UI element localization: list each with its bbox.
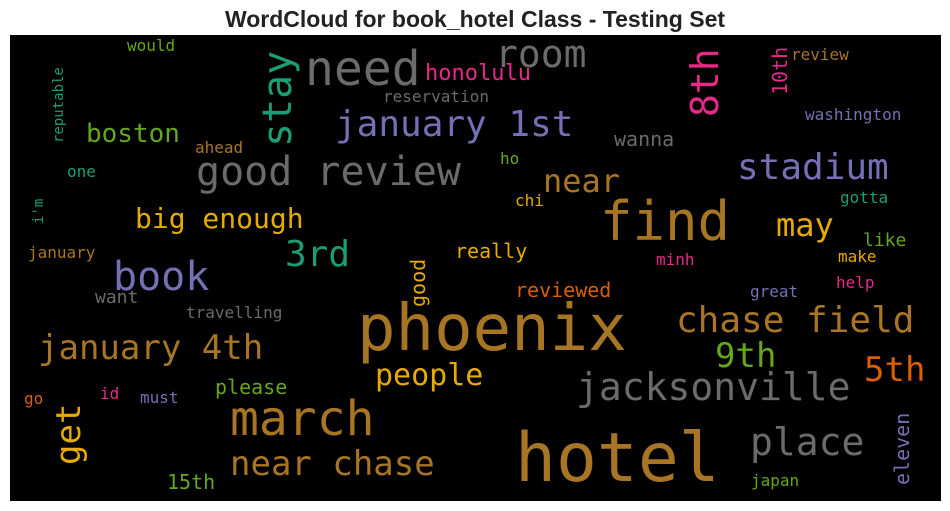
word-washington: washington (805, 105, 902, 124)
word-15th: 15th (167, 470, 216, 494)
word-ho: ho (500, 149, 520, 168)
word-near: near (543, 162, 621, 200)
word-minh: minh (656, 250, 695, 269)
word-march: march (230, 391, 375, 447)
word-8th: 8th (683, 48, 727, 117)
word-9th: 9th (715, 336, 777, 376)
word-travelling: travelling (186, 303, 283, 322)
word-really: really (455, 239, 528, 263)
word-honolulu: honolulu (425, 61, 531, 86)
word-stay: stay (255, 50, 301, 147)
word-go: go (24, 389, 44, 408)
word-reviewed: reviewed (515, 278, 612, 302)
word-good-review: good review (196, 149, 461, 195)
word-people: people (375, 358, 484, 393)
word-eleven: eleven (890, 412, 914, 485)
word-need: need (305, 41, 421, 97)
word-great: great (750, 282, 799, 301)
word-find: find (600, 190, 731, 253)
word-phoenix: phoenix (357, 292, 627, 366)
word-5th: 5th (864, 350, 926, 390)
word-would: would (127, 36, 176, 55)
word-get: get (49, 403, 89, 465)
chart-title: WordCloud for book_hotel Class - Testing… (224, 6, 726, 32)
word-hotel: hotel (515, 419, 720, 498)
word-may: may (776, 206, 834, 244)
word-room: room (495, 35, 587, 76)
word-wanna: wanna (614, 127, 675, 151)
word-like: like (863, 230, 907, 251)
word-january-4th: january 4th (38, 328, 264, 368)
word-jacksonville: jacksonville (576, 365, 851, 409)
word-review: review (791, 45, 849, 64)
word-january-1st: january 1st (335, 104, 574, 145)
word-place: place (750, 420, 865, 464)
word-reservation: reservation (383, 87, 489, 106)
word-good: good (406, 258, 430, 307)
word-want: want (95, 287, 139, 308)
word-book: book (113, 254, 210, 300)
word-please: please (215, 375, 288, 399)
word-near-chase: near chase (230, 444, 435, 484)
word-reputable: reputable (51, 67, 67, 143)
word-one: one (67, 162, 96, 181)
word-must: must (140, 388, 179, 407)
word-stadium: stadium (737, 147, 889, 188)
word-i-m: i'm (31, 198, 47, 224)
word-id: id (100, 384, 120, 403)
word-january: january (28, 243, 96, 262)
word-big-enough: big enough (135, 202, 304, 235)
word-10th: 10th (768, 46, 792, 95)
word-help: help (836, 273, 875, 292)
wordcloud-canvas: phoenix hotel find need room good review jacks… (10, 35, 941, 501)
word-japan: japan (751, 471, 800, 490)
word-ahead: ahead (195, 138, 244, 157)
word-chase-field: chase field (676, 300, 915, 341)
word-chi: chi (515, 191, 544, 210)
word-gotta: gotta (840, 188, 889, 207)
word-make: make (838, 247, 877, 266)
word-boston: boston (86, 119, 180, 149)
word-3rd: 3rd (285, 234, 351, 275)
